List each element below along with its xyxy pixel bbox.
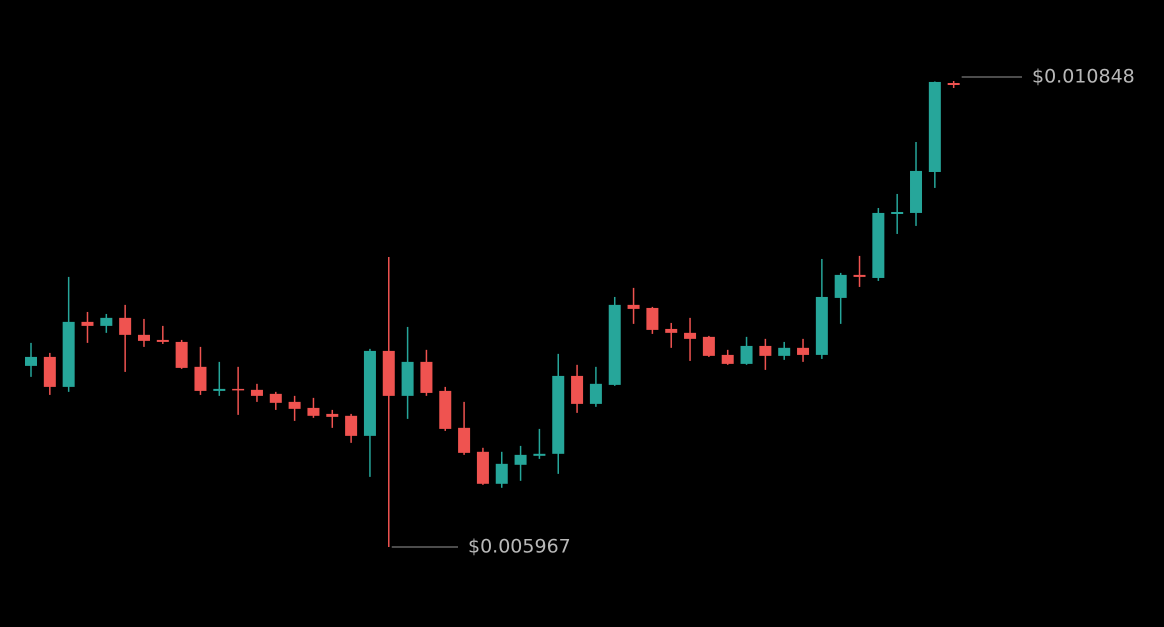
candle-body: [232, 388, 245, 391]
candle-body: [439, 390, 452, 429]
candle-body: [702, 336, 715, 356]
candle-body: [495, 463, 508, 484]
candle-body: [100, 317, 113, 326]
candle-body: [646, 307, 659, 330]
candle-body: [213, 388, 226, 391]
candle-body: [62, 321, 75, 387]
candle-body: [589, 383, 602, 404]
candle-body: [81, 321, 94, 326]
candle-body: [25, 356, 37, 366]
candle-body: [43, 356, 56, 387]
candle-body: [401, 361, 414, 396]
candle-body: [721, 354, 734, 364]
candle-body: [740, 345, 753, 364]
candle-body: [910, 170, 923, 213]
candle-body: [872, 212, 885, 278]
candle-body: [119, 317, 132, 335]
annotation-label: $0.005967: [468, 536, 571, 558]
candle-body: [627, 304, 640, 309]
candle-body: [345, 415, 358, 436]
candle-body: [458, 427, 471, 453]
candle-body: [137, 334, 150, 341]
candle-body: [250, 389, 263, 396]
annotation-label: $0.010848: [1032, 66, 1135, 88]
candle-body: [891, 211, 904, 214]
candle-body: [759, 345, 772, 356]
candle-body: [514, 454, 527, 465]
candle-body: [269, 393, 282, 403]
candle-body: [552, 375, 565, 454]
candle-body: [194, 366, 207, 391]
candle-body: [326, 413, 339, 417]
candle-body: [665, 328, 678, 333]
candle-body: [684, 332, 697, 339]
candle-body: [288, 401, 301, 409]
candle-body: [928, 81, 941, 172]
candle-body: [947, 83, 960, 86]
candle-body: [815, 296, 828, 355]
candle-body: [571, 375, 584, 404]
candle-body: [834, 274, 847, 298]
candle-body: [175, 341, 188, 368]
candle-body: [420, 361, 433, 393]
candle-body: [307, 407, 320, 416]
candle-body: [533, 453, 546, 456]
candle-body: [853, 274, 866, 277]
candle-body: [156, 339, 169, 342]
candle-body: [797, 347, 810, 355]
candle-body: [608, 304, 621, 385]
candle-body: [778, 347, 791, 356]
candle-body: [363, 350, 376, 436]
candle-body: [382, 350, 395, 396]
candle-body: [476, 451, 489, 484]
